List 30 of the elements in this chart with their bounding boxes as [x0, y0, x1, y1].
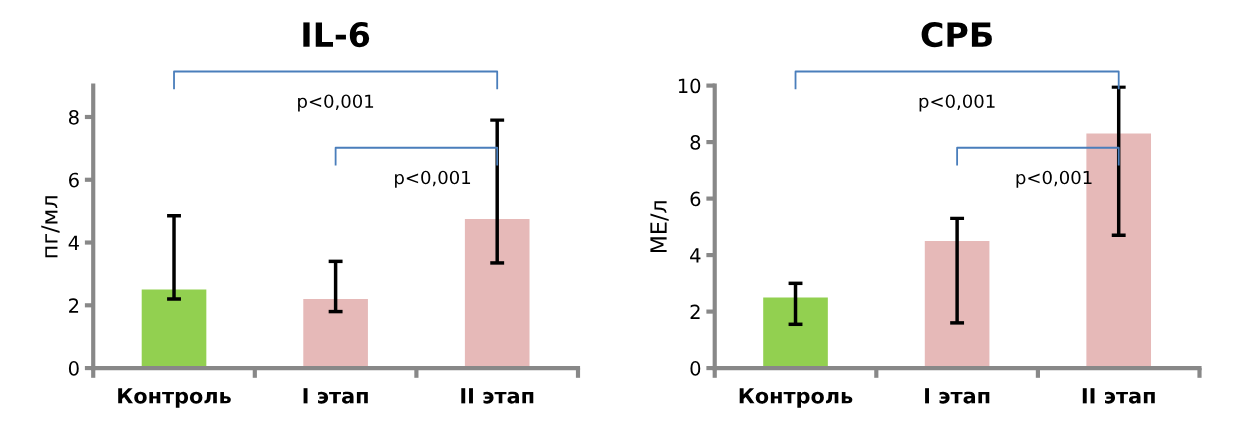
bar — [464, 218, 530, 369]
y-tick-label: 0 — [690, 361, 701, 376]
y-tick-label: 2 — [69, 298, 79, 313]
y-tick-label: 0 — [68, 361, 79, 376]
chart-title: СРБ — [921, 21, 992, 48]
y-axis-title: пг/мл — [41, 196, 60, 258]
y-tick-label: 2 — [690, 304, 700, 319]
y-axis-title: МЕ/л — [650, 201, 669, 253]
x-tick-label: Контроль — [118, 388, 231, 408]
bar — [924, 240, 990, 369]
annotation: p<0,001 — [298, 94, 374, 112]
y-tick-label: 4 — [68, 235, 79, 250]
x-tick-label: Контроль — [739, 388, 853, 408]
y-tick-label: 6 — [690, 191, 701, 207]
bar — [141, 289, 207, 369]
bar — [763, 297, 828, 369]
x-tick-label: I этап — [925, 388, 990, 404]
chart-title: IL-6 — [303, 22, 370, 48]
y-tick-label: 6 — [69, 172, 79, 188]
y-tick-label: 8 — [68, 109, 79, 125]
bar — [303, 299, 368, 369]
x-tick-label: II этап — [461, 388, 534, 404]
y-tick-label: 8 — [690, 135, 701, 150]
annotation: p<0,001 — [919, 94, 995, 112]
x-tick-label: I этап — [303, 388, 368, 404]
annotation: p<0,001 — [395, 170, 471, 188]
x-tick-label: II этап — [1082, 388, 1155, 404]
annotation: p<0,001 — [1016, 170, 1092, 188]
y-tick-label: 10 — [678, 78, 701, 94]
y-tick-label: 4 — [690, 248, 701, 263]
